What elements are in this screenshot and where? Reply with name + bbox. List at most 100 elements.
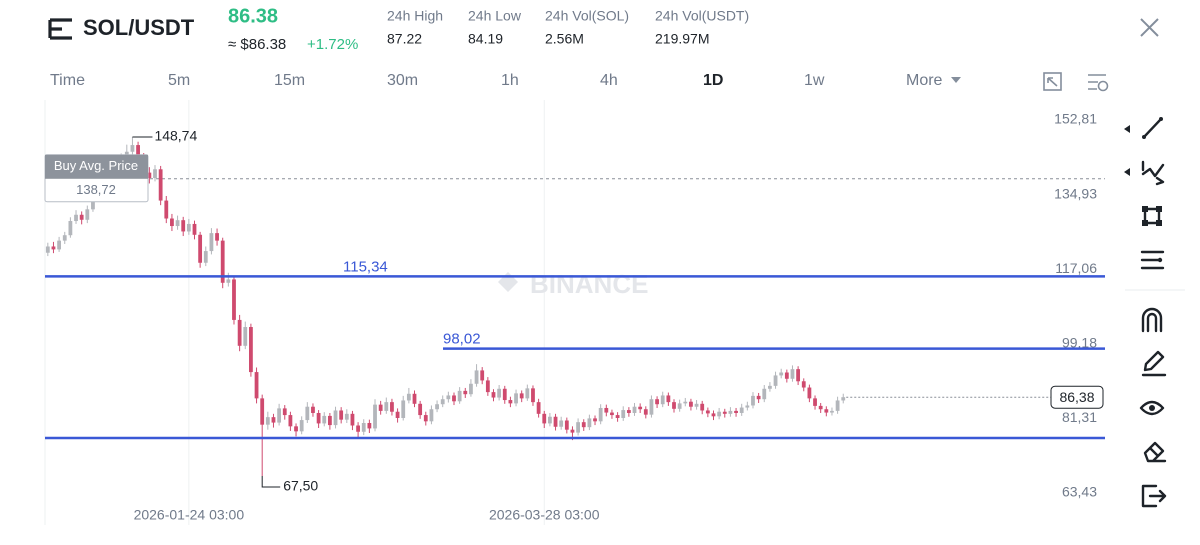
candle-body <box>181 220 186 232</box>
fib-tool[interactable] <box>1141 160 1165 186</box>
timeframe-tab[interactable]: 1h <box>501 72 519 89</box>
candle-body <box>350 413 355 426</box>
magnet-tool[interactable] <box>1141 307 1163 333</box>
candle-body <box>801 381 806 388</box>
text-tool[interactable] <box>1140 250 1165 270</box>
candle-body <box>824 409 829 413</box>
candle-body <box>485 380 490 393</box>
candle-body <box>626 410 631 413</box>
candle-body <box>412 393 417 404</box>
x-tick-label: 2026-03-28 03:00 <box>489 507 600 523</box>
candle-body <box>57 240 62 250</box>
candle-body <box>254 372 259 399</box>
timeframe-tab[interactable]: Time <box>50 72 85 89</box>
x-tick-label: 2026-01-24 03:00 <box>134 507 245 523</box>
timeframe-tab[interactable]: 5m <box>168 72 190 89</box>
timeframe-tab[interactable]: 1D <box>703 72 723 89</box>
candle-body <box>79 214 84 220</box>
candle-body <box>745 405 750 408</box>
candle-body <box>271 417 276 423</box>
candle-body <box>333 410 338 426</box>
timeframe-tab[interactable]: 1w <box>804 72 825 89</box>
candle-body <box>469 383 473 395</box>
y-tick-label: 81,31 <box>1062 409 1097 425</box>
candle-body <box>491 392 496 398</box>
candle-body <box>440 399 445 405</box>
candle-body <box>282 408 287 416</box>
candle-body <box>717 411 722 417</box>
candle-body <box>615 415 620 418</box>
shape-tool[interactable] <box>1142 206 1162 226</box>
candle-body <box>395 411 400 418</box>
y-tick-label: 117,06 <box>1055 260 1097 276</box>
candle-body <box>446 395 451 400</box>
candle-body <box>751 395 755 406</box>
candle-body <box>525 388 530 399</box>
pencil-tool[interactable] <box>1141 350 1167 377</box>
stat-label: 24h Low <box>468 8 522 24</box>
expand-arrow[interactable] <box>1124 125 1130 133</box>
candle-body <box>818 405 823 410</box>
buy-avg-header <box>45 154 148 179</box>
candle-body <box>649 399 654 415</box>
trend-line-tool[interactable] <box>1142 117 1163 139</box>
candle-body <box>192 223 197 235</box>
candle-body <box>604 407 609 413</box>
candle-body <box>339 410 344 420</box>
candle-body <box>638 406 643 410</box>
candle-body <box>198 234 203 263</box>
candle-body <box>587 418 592 428</box>
candle-body <box>570 429 575 433</box>
stat-label: 24h High <box>387 8 443 24</box>
candle-body <box>147 172 152 179</box>
timeframe-tab[interactable]: 15m <box>274 72 305 89</box>
timeframe-tab[interactable]: 30m <box>387 72 418 89</box>
candle-body <box>779 372 784 376</box>
watermark-logo <box>498 272 518 292</box>
candle-body <box>508 400 513 404</box>
candle-body <box>598 407 603 422</box>
price-line-label: 98,02 <box>443 331 481 348</box>
candle-body <box>356 425 360 432</box>
symbol[interactable]: SOL/USDT <box>83 15 195 40</box>
candle-body <box>564 420 569 430</box>
candle-body <box>457 390 462 402</box>
timeframe-tab[interactable]: 4h <box>600 72 618 89</box>
candle-body <box>643 409 648 415</box>
candle-body <box>170 218 174 227</box>
candle-body <box>660 395 665 405</box>
candle-body <box>265 417 270 425</box>
timeframe-tab[interactable]: More <box>906 72 943 89</box>
candle-body <box>796 369 801 382</box>
candle-body <box>683 401 688 404</box>
candle-body <box>672 402 676 409</box>
candle-body <box>367 422 372 429</box>
last-price-box <box>1050 385 1104 409</box>
candle-body <box>85 209 90 220</box>
chart-settings[interactable] <box>1043 72 1062 91</box>
stat-value: 2.56M <box>545 31 584 47</box>
candle-body <box>835 400 840 411</box>
expand-arrow[interactable] <box>1124 168 1130 176</box>
candle-body <box>299 420 304 432</box>
candle-body <box>790 369 795 379</box>
indicators[interactable] <box>1088 74 1109 92</box>
watermark: BINANCE <box>498 269 648 299</box>
exit-tool[interactable] <box>1141 484 1167 508</box>
dropdown-caret <box>951 77 961 83</box>
candle-body <box>689 401 693 407</box>
eraser-tool[interactable] <box>1143 441 1167 463</box>
candle-body <box>322 415 327 424</box>
candle-body <box>62 235 67 241</box>
candle-body <box>232 279 236 320</box>
menu-icon[interactable] <box>48 18 72 40</box>
candle-body <box>722 411 727 414</box>
candle-body <box>45 246 50 253</box>
close-button[interactable] <box>1140 18 1159 37</box>
visibility-tool[interactable] <box>1139 400 1165 416</box>
candle-body <box>406 393 411 401</box>
candle-body <box>655 399 659 405</box>
candle-body <box>136 145 140 157</box>
